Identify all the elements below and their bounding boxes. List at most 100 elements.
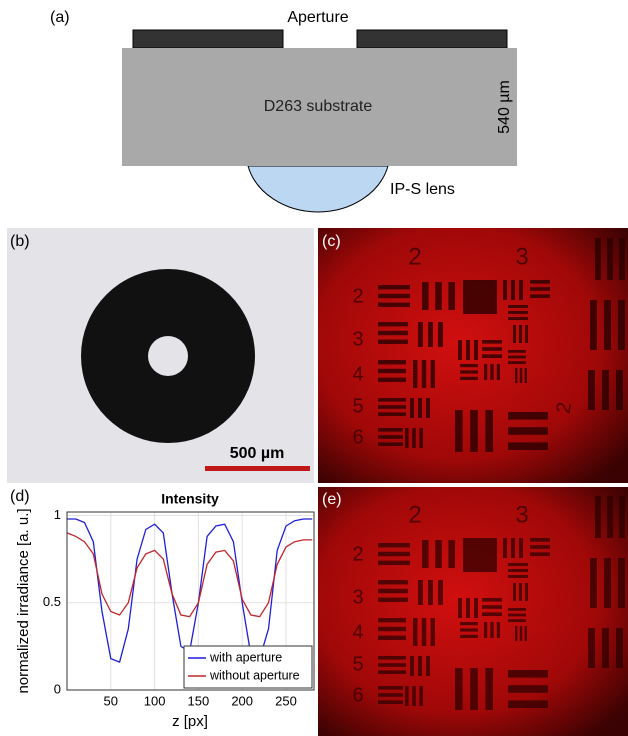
target-bar — [508, 619, 526, 622]
target-bar — [378, 285, 410, 289]
target-number: 2 — [352, 285, 363, 307]
target-bar — [515, 368, 517, 383]
target-bar — [530, 538, 550, 542]
target-bar — [428, 322, 433, 347]
target-square — [463, 538, 497, 572]
target-number: 3 — [515, 501, 528, 528]
x-axis-label: z [px] — [172, 713, 208, 730]
target-bar — [418, 322, 423, 347]
target-number: 5 — [352, 395, 363, 417]
target-bar — [604, 300, 611, 350]
target-bar — [405, 428, 409, 448]
target-bar — [590, 558, 597, 608]
target-bar — [508, 412, 548, 420]
target-bar — [378, 700, 403, 704]
target-bar — [618, 558, 625, 608]
aperture-block — [357, 30, 507, 48]
target-bar — [460, 628, 478, 631]
x-tick-label: 150 — [188, 693, 210, 708]
target-bar — [530, 545, 550, 549]
target-bar — [530, 280, 550, 284]
target-bar — [511, 538, 515, 558]
target-bar — [378, 435, 403, 439]
target-bar — [508, 575, 528, 578]
target-bar — [431, 618, 435, 646]
target-bar — [422, 282, 429, 310]
target-bar — [485, 410, 493, 452]
target-bar — [435, 282, 442, 310]
target-bar — [604, 558, 611, 608]
target-bar — [508, 563, 528, 566]
target-bar — [422, 540, 429, 568]
target-bar — [378, 340, 408, 344]
target-bar — [422, 618, 426, 646]
target-bar — [422, 360, 426, 388]
target-bar — [508, 427, 548, 435]
target-bar — [426, 398, 430, 418]
target-bar — [419, 686, 423, 706]
target-bar — [616, 628, 623, 668]
target-bar — [378, 303, 410, 307]
target-bar — [428, 580, 433, 605]
target-bar — [616, 370, 623, 410]
target-bar — [525, 325, 528, 343]
target-bar — [513, 325, 516, 343]
target-bar — [497, 622, 500, 638]
target-bar — [497, 364, 500, 380]
target-bar — [435, 540, 442, 568]
substrate-label: D263 substrate — [264, 98, 373, 115]
target-bar — [378, 656, 406, 660]
target-bar — [519, 325, 522, 343]
target-bar — [508, 608, 526, 611]
target-bar — [378, 552, 410, 556]
target-bar — [513, 583, 516, 601]
target-bar — [378, 598, 408, 602]
x-tick-label: 200 — [231, 693, 253, 708]
target-bar — [482, 612, 502, 616]
target-bar — [590, 300, 597, 350]
target-bar — [520, 368, 522, 383]
target-bar — [508, 700, 548, 708]
target-bar — [482, 598, 502, 602]
target-bar — [448, 282, 455, 310]
scale-bar-label: 500 µm — [230, 445, 285, 462]
target-bar — [482, 347, 502, 351]
target-bar — [378, 580, 408, 584]
target-bar — [378, 589, 408, 593]
target-bar — [378, 686, 403, 690]
target-number: 2 — [408, 243, 421, 270]
target-bar — [466, 340, 470, 360]
target-bar — [508, 305, 528, 308]
aperture-label: Aperture — [287, 9, 348, 26]
target-bar — [519, 583, 522, 601]
target-bar — [455, 410, 463, 452]
target-bar — [511, 280, 515, 300]
target-bar — [438, 322, 443, 347]
target-bar — [413, 360, 417, 388]
target-bar — [378, 412, 406, 416]
target-bar — [378, 405, 406, 409]
target-bar — [490, 622, 493, 638]
target-number: 6 — [352, 684, 363, 706]
panel-label: (c) — [322, 233, 341, 250]
target-bar — [378, 369, 406, 373]
target-bar — [410, 656, 414, 676]
target-bar — [520, 626, 522, 641]
target-bar — [460, 635, 478, 638]
target-bar — [484, 364, 487, 380]
target-bar — [482, 354, 502, 358]
x-tick-label: 50 — [104, 693, 118, 708]
target-bar — [508, 356, 526, 359]
target-bar — [378, 294, 410, 298]
target-bar — [530, 552, 550, 556]
target-bar — [418, 580, 423, 605]
lens — [248, 166, 388, 212]
target-bar — [588, 370, 595, 410]
target-bar — [508, 311, 528, 314]
target-bar — [482, 605, 502, 609]
target-bar — [460, 377, 478, 380]
target-bar — [474, 598, 478, 618]
target-number: 5 — [352, 653, 363, 675]
